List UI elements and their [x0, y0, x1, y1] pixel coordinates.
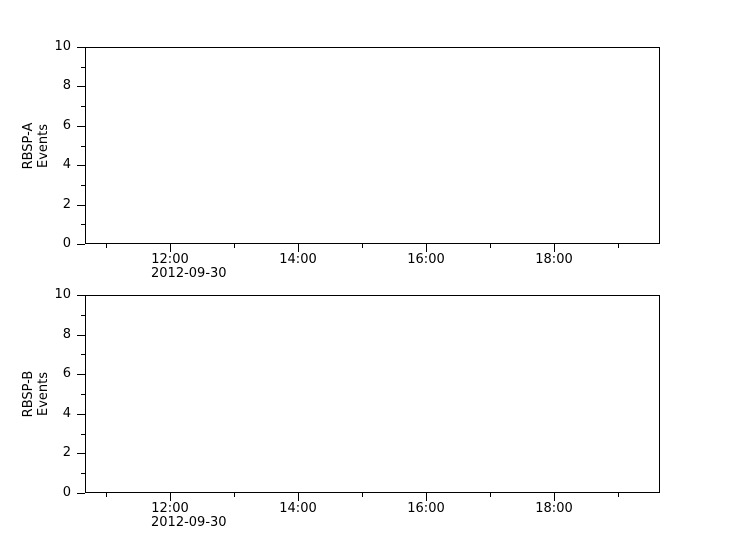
- y-tick-label: 10: [54, 287, 71, 302]
- y-major-tick: [77, 493, 85, 494]
- y-major-tick: [77, 205, 85, 206]
- x-major-tick: [170, 244, 171, 252]
- y-minor-tick: [81, 224, 85, 225]
- y-major-tick: [77, 126, 85, 127]
- y-tick-label: 0: [62, 236, 71, 251]
- x-major-tick: [170, 493, 171, 501]
- y-major-tick: [77, 86, 85, 87]
- y-major-tick: [77, 295, 85, 296]
- y-tick-label: 6: [62, 366, 71, 381]
- plot-area-rbsp-b[interactable]: [85, 295, 660, 493]
- x-minor-tick: [362, 493, 363, 497]
- y-tick-label: 2: [62, 197, 71, 212]
- y-tick-label: 8: [62, 78, 71, 93]
- y-minor-tick: [81, 67, 85, 68]
- y-minor-tick: [81, 315, 85, 316]
- y-major-tick: [77, 165, 85, 166]
- y-minor-tick: [81, 354, 85, 355]
- y-tick-label: 0: [62, 485, 71, 500]
- x-minor-tick: [490, 244, 491, 248]
- y-tick-label: 8: [62, 327, 71, 342]
- x-tick-label: 18:00: [535, 252, 573, 267]
- x-minor-tick: [234, 244, 235, 248]
- plot-area-rbsp-a[interactable]: [85, 47, 660, 244]
- x-major-tick: [426, 493, 427, 501]
- x-minor-tick: [362, 244, 363, 248]
- y-major-tick: [77, 335, 85, 336]
- x-major-tick: [298, 493, 299, 501]
- y-major-tick: [77, 453, 85, 454]
- x-axis-date-label: 2012-09-30: [151, 266, 227, 281]
- y-major-tick: [77, 414, 85, 415]
- y-minor-tick: [81, 106, 85, 107]
- x-tick-label: 16:00: [407, 252, 445, 267]
- x-minor-tick: [490, 493, 491, 497]
- y-minor-tick: [81, 185, 85, 186]
- y-minor-tick: [81, 434, 85, 435]
- y-major-tick: [77, 47, 85, 48]
- x-minor-tick: [618, 493, 619, 497]
- y-major-tick: [77, 244, 85, 245]
- y-tick-label: 4: [62, 157, 71, 172]
- x-minor-tick: [106, 493, 107, 497]
- y-tick-label: 4: [62, 406, 71, 421]
- x-tick-label: 12:00: [151, 252, 189, 267]
- x-minor-tick: [618, 244, 619, 248]
- x-tick-label: 14:00: [279, 501, 317, 516]
- y-tick-label: 10: [54, 39, 71, 54]
- x-minor-tick: [234, 493, 235, 497]
- x-minor-tick: [106, 244, 107, 248]
- x-major-tick: [298, 244, 299, 252]
- y-major-tick: [77, 374, 85, 375]
- y-minor-tick: [81, 146, 85, 147]
- x-major-tick: [554, 493, 555, 501]
- x-major-tick: [426, 244, 427, 252]
- x-tick-label: 12:00: [151, 501, 189, 516]
- x-tick-label: 16:00: [407, 501, 445, 516]
- x-major-tick: [554, 244, 555, 252]
- y-tick-label: 6: [62, 118, 71, 133]
- x-tick-label: 14:00: [279, 252, 317, 267]
- x-axis-date-label: 2012-09-30: [151, 515, 227, 530]
- y-tick-label: 2: [62, 445, 71, 460]
- y-minor-tick: [81, 394, 85, 395]
- x-tick-label: 18:00: [535, 501, 573, 516]
- y-minor-tick: [81, 473, 85, 474]
